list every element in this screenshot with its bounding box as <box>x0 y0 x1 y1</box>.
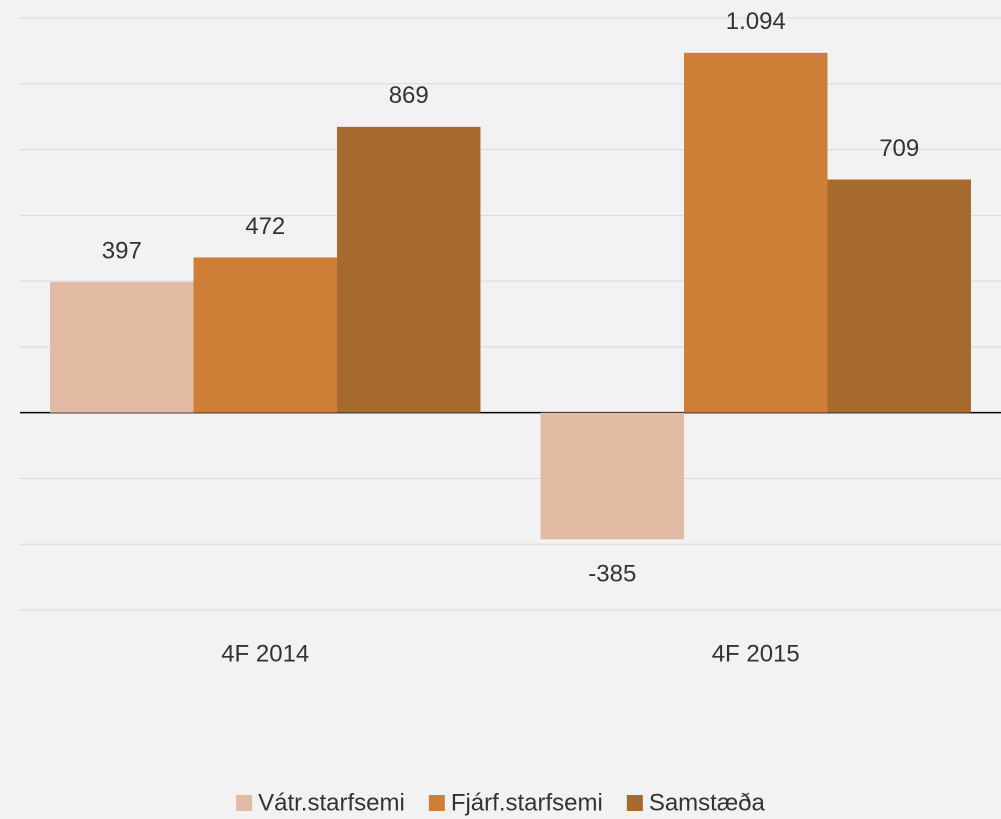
value-label: 869 <box>389 82 429 109</box>
value-label: 1.094 <box>726 8 786 35</box>
legend-swatch <box>236 795 253 811</box>
legend-swatch <box>626 795 643 811</box>
legend-label: Samstæða <box>649 789 766 816</box>
bar <box>684 52 828 413</box>
bar <box>827 179 971 413</box>
x-tick-label: 4F 2015 <box>712 640 800 667</box>
legend-swatch <box>428 795 445 811</box>
legend-item: Vátr.starfsemi <box>236 789 405 816</box>
value-label: 709 <box>879 135 919 162</box>
bar <box>50 282 194 413</box>
legend-label: Vátr.starfsemi <box>258 789 405 816</box>
legend-item: Samstæða <box>626 789 766 816</box>
bar <box>193 257 337 413</box>
value-label: 472 <box>245 213 285 240</box>
legend-item: Fjárf.starfsemi <box>428 789 603 816</box>
value-label: 397 <box>102 237 142 264</box>
legend-label: Fjárf.starfsemi <box>451 789 603 816</box>
bar <box>540 412 685 540</box>
x-tick-label: 4F 2014 <box>221 640 309 667</box>
bar <box>336 126 481 413</box>
value-label: -385 <box>588 561 636 588</box>
